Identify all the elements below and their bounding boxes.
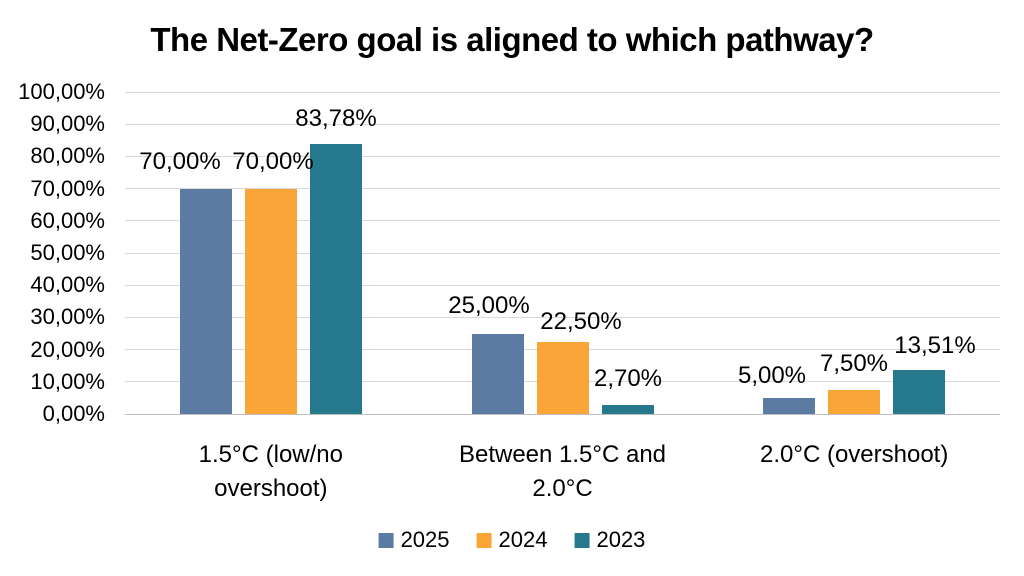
gridline-100 [125,91,1000,93]
legend: 2025 2024 2023 [378,527,645,552]
legend-item-2024: 2024 [476,527,548,552]
data-label-2025-category-2: 25,00% [448,292,530,319]
data-label-2023-category-1: 83,78% [295,105,377,132]
data-label-2024-category-1: 70,00% [232,148,314,175]
y-tick-label-70: 70,00% [30,175,105,201]
gridline-60 [125,220,1000,222]
legend-item-2023: 2023 [574,529,645,551]
gridline-70 [125,188,1000,190]
bar-2024-category-3 [828,389,881,414]
gridline-0 [125,413,1000,415]
category-label-line: 2.0°C (overshoot) [759,441,949,468]
category-label-2: Between 1.5°C and 2.0°C [459,438,666,506]
data-label-2023-category-3: 13,51% [894,332,976,359]
legend-item-2025: 2025 [378,527,450,552]
bar-2024-category-1 [244,188,297,414]
y-tick-label-40: 40,00% [30,272,105,298]
y-tick-label-100: 100,00% [18,79,105,104]
data-label-2025-category-3: 5,00% [737,362,807,389]
gridline-40 [125,284,1000,286]
category-label-3: 2.0°C (overshoot) [760,438,948,472]
chart-title: The Net-Zero goal is aligned to which pa… [150,21,874,58]
y-tick-label-60: 60,00% [30,207,105,233]
y-tick-label-0: 0,00% [42,401,105,426]
data-label-2024-category-3: 7,50% [819,350,889,377]
bar-2025-category-1 [179,188,232,414]
legend-label-2025: 2025 [400,527,450,552]
y-tick-label-10: 10,00% [30,368,105,394]
gridline-50 [125,252,1000,254]
category-label-line: Between 1.5°C and [458,441,667,468]
category-label-line: overshoot) [214,475,328,502]
legend-swatch-2024 [476,532,492,548]
bar-2024-category-2 [536,341,589,414]
bar-2025-category-2 [471,333,524,414]
bar-2023-category-2 [601,405,654,414]
bar-2025-category-3 [763,397,816,414]
data-label-2023-category-2: 2,70% [593,365,663,392]
gridline-90 [125,123,1000,125]
bar-2023-category-1 [309,144,362,414]
y-tick-label-30: 30,00% [30,304,105,330]
bar-2023-category-3 [893,370,946,414]
gridline-80 [125,155,1000,157]
category-label-1: 1.5°C (low/no overshoot) [199,438,343,506]
data-label-2024-category-2: 22,50% [540,308,622,335]
y-tick-label-20: 20,00% [30,336,105,362]
gridline-30 [125,316,1000,318]
category-label-line: 1.5°C (low/no [198,441,343,468]
legend-label-2023: 2023 [596,527,646,552]
legend-swatch-2023 [574,532,590,548]
y-tick-label-90: 90,00% [30,111,105,137]
legend-swatch-2025 [378,532,394,548]
legend-label-2024: 2024 [498,527,548,552]
data-label-2025-category-1: 70,00% [139,148,221,175]
y-tick-label-80: 80,00% [30,143,105,169]
category-label-line: 2.0°C [532,475,593,502]
y-tick-label-50: 50,00% [30,240,105,265]
